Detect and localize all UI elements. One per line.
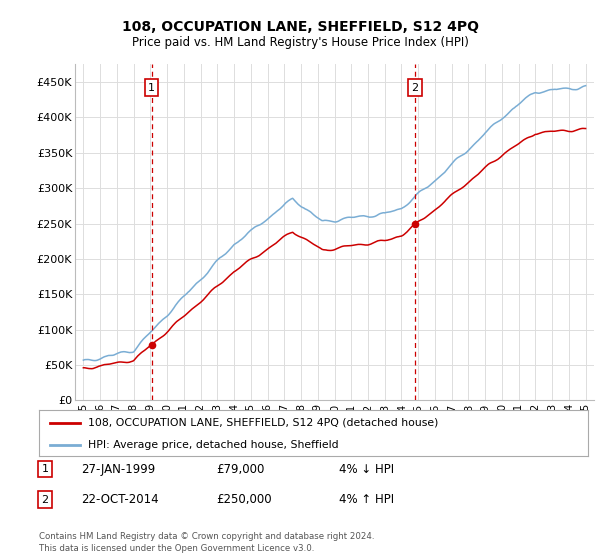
Text: 108, OCCUPATION LANE, SHEFFIELD, S12 4PQ (detached house): 108, OCCUPATION LANE, SHEFFIELD, S12 4PQ… (88, 418, 439, 428)
Text: £79,000: £79,000 (216, 463, 265, 476)
Text: 108, OCCUPATION LANE, SHEFFIELD, S12 4PQ: 108, OCCUPATION LANE, SHEFFIELD, S12 4PQ (121, 20, 479, 34)
Text: 4% ↓ HPI: 4% ↓ HPI (339, 463, 394, 476)
Text: 2: 2 (412, 83, 419, 93)
Text: Contains HM Land Registry data © Crown copyright and database right 2024.
This d: Contains HM Land Registry data © Crown c… (39, 532, 374, 553)
Text: 1: 1 (148, 83, 155, 93)
Text: HPI: Average price, detached house, Sheffield: HPI: Average price, detached house, Shef… (88, 440, 339, 450)
Text: 22-OCT-2014: 22-OCT-2014 (81, 493, 158, 506)
Text: 4% ↑ HPI: 4% ↑ HPI (339, 493, 394, 506)
Text: 2: 2 (41, 494, 49, 505)
Text: 27-JAN-1999: 27-JAN-1999 (81, 463, 155, 476)
Text: £250,000: £250,000 (216, 493, 272, 506)
Text: Price paid vs. HM Land Registry's House Price Index (HPI): Price paid vs. HM Land Registry's House … (131, 36, 469, 49)
Text: 1: 1 (41, 464, 49, 474)
